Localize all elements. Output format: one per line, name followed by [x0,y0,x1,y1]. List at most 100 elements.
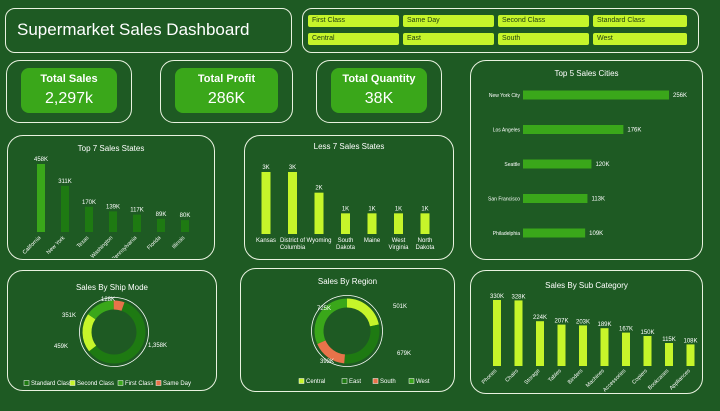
kpi-value: 38K [364,90,394,107]
bar [367,213,377,234]
slicer-same-day[interactable]: Same Day [403,15,494,27]
sub-category-chart: 330K Phones 328K Chairs 224K Storage 207K Table… [481,294,698,392]
ship-mode-chart: 1,358K 459K 351K 128K Standard Class Second C… [23,297,191,387]
data-label: 115K [662,337,676,343]
chart-title: Top 7 Sales States [77,144,145,153]
category-label: New York City [489,93,521,99]
chart-title: Less 7 Sales States [313,142,385,151]
data-label: 139K [106,204,120,210]
bar [261,172,271,234]
data-label: 120K [595,162,609,168]
data-label: 1K [342,206,349,212]
data-label: 458K [34,157,48,163]
category-label: Bookcases [647,368,670,391]
data-label: 330K [490,294,504,300]
category-label: Tables [547,368,563,384]
category-label: South Dakota [336,238,356,251]
donut-slice [88,300,115,320]
category-label: Accessories [602,368,627,392]
category-label: West Virginia [389,238,410,251]
data-label: 459K [54,344,68,350]
category-label: Florida [146,235,163,252]
bar [579,325,587,366]
donut-slice [344,324,380,364]
data-label: 128K [101,297,115,303]
data-label: 3K [262,165,269,171]
chart-title: Sales By Region [317,277,378,286]
bar [665,343,673,366]
slicer-second-class[interactable]: Second Class [498,15,589,27]
data-label: 351K [62,313,76,319]
category-label: California [22,235,43,256]
legend-label: First Class [125,381,153,387]
data-label: 207K [554,319,568,325]
bar [536,321,544,366]
data-label: 167K [619,327,633,333]
slicer-south[interactable]: South [498,33,589,45]
data-label: 113K [591,197,605,203]
legend-label: Same Day [163,381,191,387]
slicer-west[interactable]: West [593,33,687,45]
kpi-label: Total Sales [40,73,98,85]
data-label: 3K [289,165,296,171]
chart-title: Sales By Ship Mode [75,283,149,292]
donut-slice [89,302,146,364]
legend-label: Second Class [77,381,114,387]
top7-states-card: Top 7 Sales States 458K California 311K New… [7,135,215,260]
data-label: 1,358K [148,343,167,349]
category-label: Illinois [171,235,186,250]
slicer-first-class[interactable]: First Class [308,15,399,27]
category-label: Seattle [504,162,520,168]
category-label: North Dakota [415,238,435,251]
chart-title: Sales By Sub Category [545,281,628,290]
bar [420,213,430,234]
kpi-total-sales: Total Sales 2,297k [6,60,132,123]
legend-label: Standard Class [31,381,72,387]
bar [523,90,669,100]
legend-swatch [117,380,124,386]
category-label: Phones [481,368,499,386]
bar [523,159,592,169]
data-label: 311K [58,179,72,185]
data-label: 392K [320,359,334,365]
data-label: 1K [421,206,428,212]
slicer-standard-class[interactable]: Standard Class [593,15,687,27]
category-label: New York [46,235,67,256]
bar [523,194,588,203]
donut-slice [113,300,125,311]
data-label: 108K [683,338,697,344]
slicer-east[interactable]: East [403,33,494,45]
data-label: 725K [317,306,331,312]
bar [341,213,350,234]
title-panel: Supermarket Sales Dashboard [5,8,292,53]
bar [85,206,93,232]
kpi-value: 2,297k [44,90,94,107]
category-label: Pennsylvania [111,235,139,258]
bar [557,324,566,366]
data-label: 1K [368,206,375,212]
donut-slice [314,298,348,345]
category-label: Wyoming [307,238,332,244]
data-label: 109K [589,231,603,237]
bar [109,211,117,232]
legend-swatch [408,378,415,384]
kpi-total-quantity: Total Quantity 38K [316,60,442,123]
donut-slice [346,298,379,327]
category-label: Copiers [631,368,649,386]
bar [157,218,165,232]
category-label: Chairs [504,368,520,384]
region-card: Sales By Region 501K 679K 392K 725K Central E… [240,268,455,392]
category-label: Philadelphia [493,231,520,237]
bar [133,214,141,232]
slicer-central[interactable]: Central [308,33,399,45]
category-label: Texas [76,235,91,250]
legend-swatch [155,380,162,386]
less7-states-card: Less 7 Sales States 3K Kansas 3K District o… [244,135,454,260]
bar [600,328,609,366]
top7-states-chart: 458K California 311K New York 170K Texas 139K W… [22,157,191,258]
dashboard-title: Supermarket Sales Dashboard [17,20,250,39]
data-label: 170K [82,200,96,206]
bar [523,125,624,134]
less7-states-chart: 3K Kansas 3K District of Columbia 2K Wyoming 1K… [256,165,435,251]
donut-ring [311,295,383,367]
